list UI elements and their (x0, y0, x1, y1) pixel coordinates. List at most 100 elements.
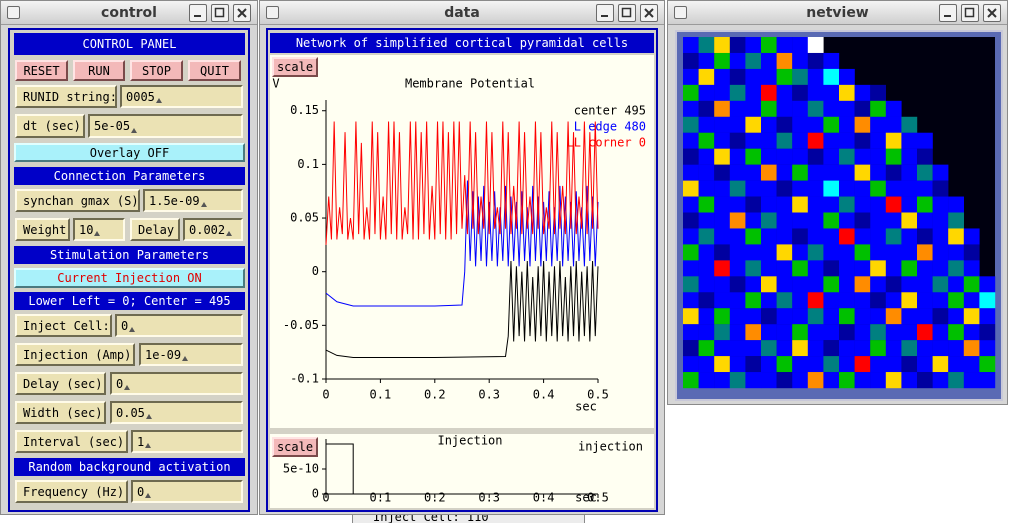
text-field[interactable]: 0 (110, 372, 243, 395)
net-cell (823, 196, 840, 213)
net-cell (917, 228, 933, 245)
button[interactable]: STOP (130, 60, 183, 81)
net-cell (776, 212, 793, 229)
net-cell (683, 164, 699, 181)
net-cell (917, 356, 933, 373)
net-cell (963, 324, 980, 341)
text-field[interactable]: 5e-05 (88, 114, 243, 138)
net-cell (948, 356, 964, 373)
net-cell (870, 100, 886, 117)
net-cell (761, 308, 777, 325)
net-cell (761, 37, 777, 54)
net-cell (917, 276, 933, 293)
maximize-button[interactable] (618, 4, 636, 22)
x-axis-label: sec (575, 400, 597, 414)
net-cell (839, 100, 855, 117)
maximize-button[interactable] (211, 4, 229, 22)
text-field[interactable]: 0.002 (183, 218, 243, 241)
net-cell (792, 116, 808, 133)
button[interactable]: QUIT (188, 60, 241, 81)
net-cell (761, 228, 777, 245)
toggle-button[interactable]: Current Injection ON (14, 268, 245, 288)
net-cell (948, 372, 964, 389)
net-cell (714, 180, 730, 197)
text-field[interactable]: 1 (131, 430, 243, 453)
text-field[interactable]: 0 (115, 314, 243, 337)
minimize-button[interactable] (939, 4, 957, 22)
net-cell (948, 340, 964, 357)
field-label: synchan gmax (S) (15, 189, 140, 212)
net-cell (823, 340, 840, 357)
button[interactable]: RESET (15, 60, 68, 81)
net-cell (823, 324, 840, 341)
trace (325, 443, 598, 495)
net-cell (729, 100, 746, 117)
net-cell (823, 212, 840, 229)
net-cell (714, 100, 730, 117)
net-cell (917, 340, 933, 357)
net-cell (792, 308, 808, 325)
net-cell (792, 244, 808, 261)
minimize-button[interactable] (596, 4, 614, 22)
net-cell (823, 132, 840, 149)
window-menu-icon[interactable] (7, 6, 20, 19)
text-field[interactable]: 0005 (120, 85, 243, 108)
net-cell (807, 244, 824, 261)
net-cell (745, 276, 762, 293)
net-cell (698, 372, 715, 389)
net-cell (776, 116, 793, 133)
net-cell (854, 180, 871, 197)
net-cell (854, 372, 871, 389)
x-tick-label: 0.4 (533, 491, 555, 505)
net-cell (948, 244, 964, 261)
close-button[interactable] (983, 4, 1001, 22)
net-cell (807, 52, 824, 70)
net-cell (714, 228, 730, 245)
scale-button[interactable]: scale (272, 437, 318, 457)
scale-button[interactable]: scale (272, 57, 318, 77)
net-cell (776, 324, 793, 341)
net-cell (807, 308, 824, 325)
y-axis-label: V (272, 77, 279, 91)
net-cell (745, 84, 762, 102)
window-menu-icon[interactable] (266, 6, 279, 19)
net-cell (776, 196, 793, 213)
net-cell (698, 228, 715, 245)
net-cell (901, 356, 918, 373)
net-cell (870, 260, 886, 277)
close-button[interactable] (640, 4, 658, 22)
net-cell (714, 356, 730, 373)
toggle-button[interactable]: Overlay OFF (14, 143, 245, 162)
text-field[interactable]: 10 (73, 218, 125, 241)
net-cell (776, 132, 793, 149)
button[interactable]: RUN (73, 60, 125, 81)
net-cell (698, 276, 715, 293)
net-cell (761, 196, 777, 213)
net-cell (807, 68, 824, 86)
x-tick-label: 0.2 (424, 491, 446, 505)
net-cell (683, 100, 699, 117)
net-cell (792, 276, 808, 293)
text-field[interactable]: 1.5e-09 (143, 189, 243, 212)
maximize-button[interactable] (961, 4, 979, 22)
field-label: Interval (sec) (15, 430, 128, 453)
text-field[interactable]: 0.05 (110, 401, 243, 424)
net-cell (839, 308, 855, 325)
net-cell (885, 148, 902, 165)
x-tick-label: 0.3 (478, 491, 500, 505)
close-button[interactable] (233, 4, 251, 22)
net-cell (729, 116, 746, 133)
net-cell (792, 292, 808, 309)
net-cell (932, 164, 949, 181)
minimize-button[interactable] (189, 4, 207, 22)
text-field[interactable]: 0 (131, 480, 243, 503)
icon (944, 15, 951, 17)
net-cell (698, 196, 715, 213)
net-cell (714, 244, 730, 261)
text-field[interactable]: 1e-09 (139, 343, 243, 366)
net-cell (745, 228, 762, 245)
net-cell (745, 180, 762, 197)
net-cell (917, 132, 933, 149)
net-cell (745, 100, 762, 117)
window-menu-icon[interactable] (674, 6, 687, 19)
